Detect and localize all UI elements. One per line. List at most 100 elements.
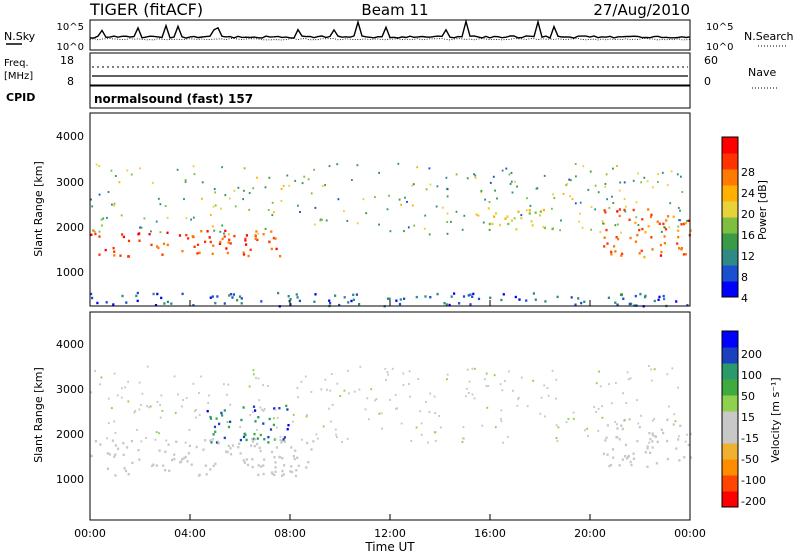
power-cell-scatter [271, 201, 274, 204]
velocity-cell-scatter [438, 415, 440, 417]
velocity-cell-scatter [386, 371, 389, 374]
power-cell-scatter [618, 189, 621, 192]
velocity-cell-scatter [623, 419, 626, 422]
velocity-cell-scatter [508, 370, 510, 373]
power-cell-0 [209, 296, 212, 299]
power-cell-scatter [632, 179, 635, 182]
velocity-cell-0 [229, 447, 232, 450]
velocity-cell-scatter [433, 431, 436, 434]
velocity-cell-scatter [500, 420, 503, 423]
velocity-cell-0 [126, 446, 129, 449]
power-cell-1 [113, 250, 116, 253]
power-panel-frame [89, 112, 691, 307]
power-cell-scatter [429, 183, 432, 186]
power-cell-scatter [435, 205, 438, 208]
velocity-cell-1 [229, 420, 232, 423]
power-cell-scatter [114, 175, 117, 177]
velocity-cell-0 [111, 439, 114, 442]
velocity-cell-1 [272, 423, 275, 427]
velocity-cell-scatter [274, 408, 277, 411]
velocity-cell-scatter [565, 421, 568, 424]
power-cell-scatter [257, 232, 260, 235]
power-cell-scatter [562, 192, 565, 195]
velocity-cell-scatter [551, 369, 554, 372]
power-cell-scatter [107, 191, 110, 193]
power-cell-scatter [140, 226, 143, 229]
velocity-cell-0 [273, 456, 276, 459]
velocity-cell-1 [252, 437, 256, 441]
freq-tick-top: 18 [60, 54, 74, 67]
velocity-cell-2 [687, 443, 690, 447]
velocity-cell-2 [618, 464, 621, 467]
velocity-cell-2 [624, 455, 627, 458]
power-cell-1 [209, 240, 212, 244]
velocity-cell-scatter [468, 380, 471, 383]
power-cell-0 [662, 294, 665, 298]
velocity-cell-scatter [512, 389, 514, 392]
velocity-cell-scatter [262, 409, 265, 412]
velocity-cell-scatter [395, 407, 397, 410]
power-cell-1 [254, 237, 257, 240]
velocity-cell-1 [221, 414, 224, 417]
power-cbar-tick-28: 28 [741, 166, 755, 179]
power-cell-scatter [356, 222, 359, 225]
velocity-cell-scatter [161, 409, 164, 412]
velocity-cell-scatter [671, 367, 674, 370]
velocity-cell-2 [604, 439, 607, 442]
power-cell-scatter [475, 213, 478, 216]
power-cell-scatter [407, 226, 410, 229]
power-cell-1 [196, 243, 200, 246]
power-cell-0 [347, 301, 350, 304]
power-cell-0 [424, 295, 427, 298]
power-cell-scatter [536, 187, 539, 190]
power-colorbar-segment [722, 217, 738, 234]
velocity-cell-2 [649, 437, 652, 441]
velocity-cell-scatter [408, 383, 410, 385]
cpid-label: CPID [6, 91, 35, 104]
power-cell-scatter [356, 164, 359, 167]
velocity-cell-scatter [597, 407, 600, 410]
velocity-cell-0 [274, 470, 277, 473]
power-cell-scatter [579, 212, 581, 215]
time-axis-label: Time UT [364, 540, 415, 554]
power-cell-2 [534, 211, 537, 214]
power-data-marks [90, 162, 692, 308]
power-cell-3 [680, 223, 683, 226]
velocity-cell-scatter [330, 373, 333, 375]
power-cell-0 [386, 297, 390, 300]
power-cell-scatter [480, 189, 483, 192]
velocity-cell-scatter [367, 418, 370, 421]
velocity-cell-0 [251, 458, 254, 461]
velocity-cell-scatter [141, 392, 144, 395]
power-cell-scatter [313, 168, 315, 171]
power-cell-scatter [386, 208, 389, 211]
velocity-ylabel: Slant Range [km] [32, 367, 45, 463]
velocity-cell-0 [310, 448, 313, 451]
velocity-cell-scatter [370, 388, 373, 391]
power-cell-3 [643, 255, 646, 259]
power-cell-scatter [324, 184, 326, 187]
power-cell-scatter [616, 165, 618, 167]
velocity-cell-scatter [255, 376, 257, 379]
velocity-cell-2 [666, 418, 669, 421]
power-cell-1 [268, 240, 271, 244]
velocity-cell-scatter [465, 387, 468, 390]
power-cell-scatter [411, 184, 413, 187]
power-cell-scatter [637, 172, 639, 175]
power-cell-scatter [669, 202, 672, 205]
velocity-colorbar-segment [722, 459, 738, 476]
velocity-cell-scatter [358, 388, 361, 391]
power-cell-1 [198, 251, 201, 254]
velocity-cell-scatter [666, 373, 669, 376]
velocity-cell-scatter [668, 405, 670, 408]
velocity-cell-scatter [316, 437, 319, 440]
velocity-cell-0 [259, 465, 262, 468]
velocity-cell-scatter [653, 417, 656, 420]
velocity-cell-0 [188, 444, 191, 448]
velocity-cell-scatter [484, 378, 486, 381]
velocity-cell-2 [632, 457, 635, 460]
power-cell-3 [659, 254, 663, 257]
velocity-cell-0 [164, 468, 167, 472]
velocity-cell-scatter [400, 422, 403, 425]
